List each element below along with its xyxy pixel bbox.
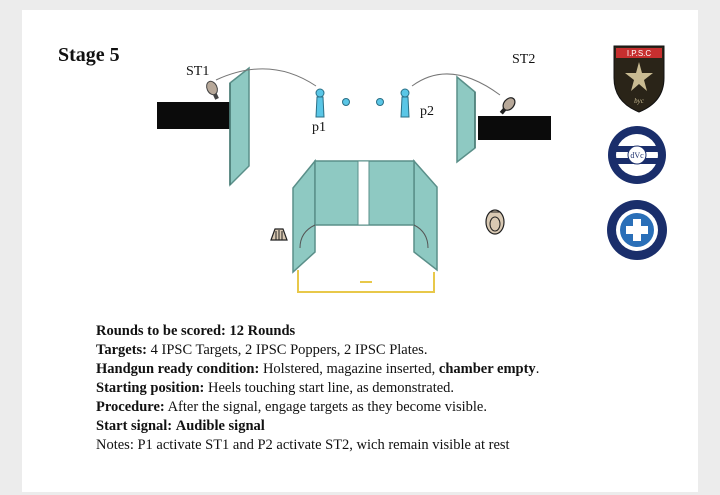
p2-label: p2 — [420, 104, 434, 119]
federation-badge-logo: dVc — [608, 126, 666, 184]
center-left-wing-wall — [292, 158, 316, 274]
center-right-wing-wall — [413, 159, 438, 272]
popper-p2 — [400, 88, 410, 118]
st2-swinger-panel — [456, 75, 476, 164]
rounds-line: Rounds to be scored: 12 Rounds — [96, 323, 296, 339]
starting-position-line: Starting position: Heels touching start … — [96, 380, 455, 396]
st1-swinger-panel — [229, 66, 250, 187]
ipsc-shield-logo: I.P.S.C byc — [613, 45, 665, 113]
right-black-wall — [478, 116, 551, 140]
logos-column: I.P.S.C byc dVc — [600, 40, 680, 285]
left-ipsc-target — [270, 228, 288, 241]
briefing-sheet — [22, 10, 698, 492]
stage-briefing: Rounds to be scored: 12 Rounds Targets: … — [96, 322, 656, 455]
notes-line: Notes: P1 activate ST1 and P2 activate S… — [96, 437, 510, 453]
procedure-line: Procedure: After the signal, engage targ… — [96, 399, 487, 415]
svg-text:byc: byc — [634, 97, 645, 105]
stage-diagram — [157, 66, 551, 293]
fault-line — [297, 270, 435, 293]
st2-label: ST2 — [512, 52, 536, 67]
targets-line: Targets: 4 IPSC Targets, 2 IPSC Poppers,… — [96, 342, 428, 358]
p1-label: p1 — [312, 120, 326, 135]
svg-text:I.P.S.C: I.P.S.C — [627, 49, 652, 58]
st1-target-icon — [206, 80, 219, 100]
st1-activation-cable — [215, 68, 317, 87]
st2-target-icon — [499, 97, 516, 115]
popper-p1 — [315, 88, 325, 118]
center-port — [357, 160, 370, 226]
svg-text:dVc: dVc — [630, 151, 644, 160]
st1-label: ST1 — [186, 64, 210, 79]
club-badge-logo — [607, 200, 667, 260]
st2-activation-cable — [411, 73, 501, 96]
ready-condition-line: Handgun ready condition: Holstered, maga… — [96, 361, 540, 377]
right-ipsc-target — [485, 209, 505, 235]
stage-title: Stage 5 — [58, 44, 120, 66]
left-black-wall — [157, 102, 230, 129]
plate-1 — [342, 98, 350, 106]
start-signal-line: Start signal: Audible signal — [96, 418, 265, 434]
plate-2 — [376, 98, 384, 106]
